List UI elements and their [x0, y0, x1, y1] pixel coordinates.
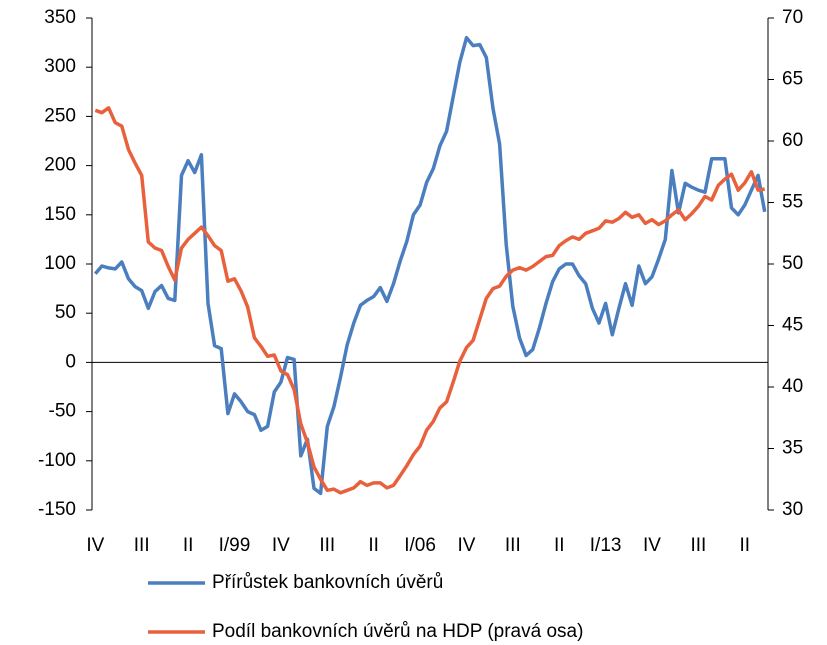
- x-tick-label: III: [134, 535, 150, 556]
- y2-tick-label: 60: [782, 130, 803, 151]
- y-tick-label: 150: [44, 204, 76, 225]
- y2-tick-label: 55: [782, 192, 803, 213]
- y2-tick-label: 70: [782, 7, 803, 28]
- y-tick-label: -50: [49, 401, 76, 422]
- y-tick-label: -150: [38, 499, 76, 520]
- y2-tick-label: 45: [782, 315, 803, 336]
- x-tick-label: IV: [643, 535, 661, 556]
- y2-tick-label: 30: [782, 499, 803, 520]
- x-tick-label: II: [183, 535, 194, 556]
- x-tick-label: IV: [86, 535, 104, 556]
- y-tick-label: -100: [38, 450, 76, 471]
- y-tick-label: 0: [65, 351, 76, 372]
- x-tick-label: III: [319, 535, 335, 556]
- y-tick-label: 50: [55, 302, 76, 323]
- y-tick-label: 100: [44, 253, 76, 274]
- legend-label: Přírůstek bankovních úvěrů: [212, 572, 443, 593]
- x-tick-label: I/13: [590, 535, 622, 556]
- x-tick-label: II: [368, 535, 379, 556]
- y-tick-label: 350: [44, 7, 76, 28]
- x-tick-label: III: [505, 535, 521, 556]
- y2-tick-label: 50: [782, 253, 803, 274]
- y2-tick-label: 35: [782, 438, 803, 459]
- x-tick-label: IV: [272, 535, 290, 556]
- y2-tick-label: 65: [782, 69, 803, 90]
- x-tick-label: I/99: [219, 535, 251, 556]
- series-line: [94, 106, 766, 495]
- x-tick-label: II: [740, 535, 751, 556]
- y2-tick-label: 40: [782, 376, 803, 397]
- x-tick-label: IV: [457, 535, 475, 556]
- x-tick-label: III: [690, 535, 706, 556]
- x-tick-label: I/06: [404, 535, 436, 556]
- y-tick-label: 300: [44, 56, 76, 77]
- x-tick-label: II: [554, 535, 565, 556]
- legend-label: Podíl bankovních úvěrů na HDP (pravá osa…: [212, 621, 583, 642]
- series-line: [93, 35, 767, 496]
- y-tick-label: 250: [44, 105, 76, 126]
- y-tick-label: 200: [44, 155, 76, 176]
